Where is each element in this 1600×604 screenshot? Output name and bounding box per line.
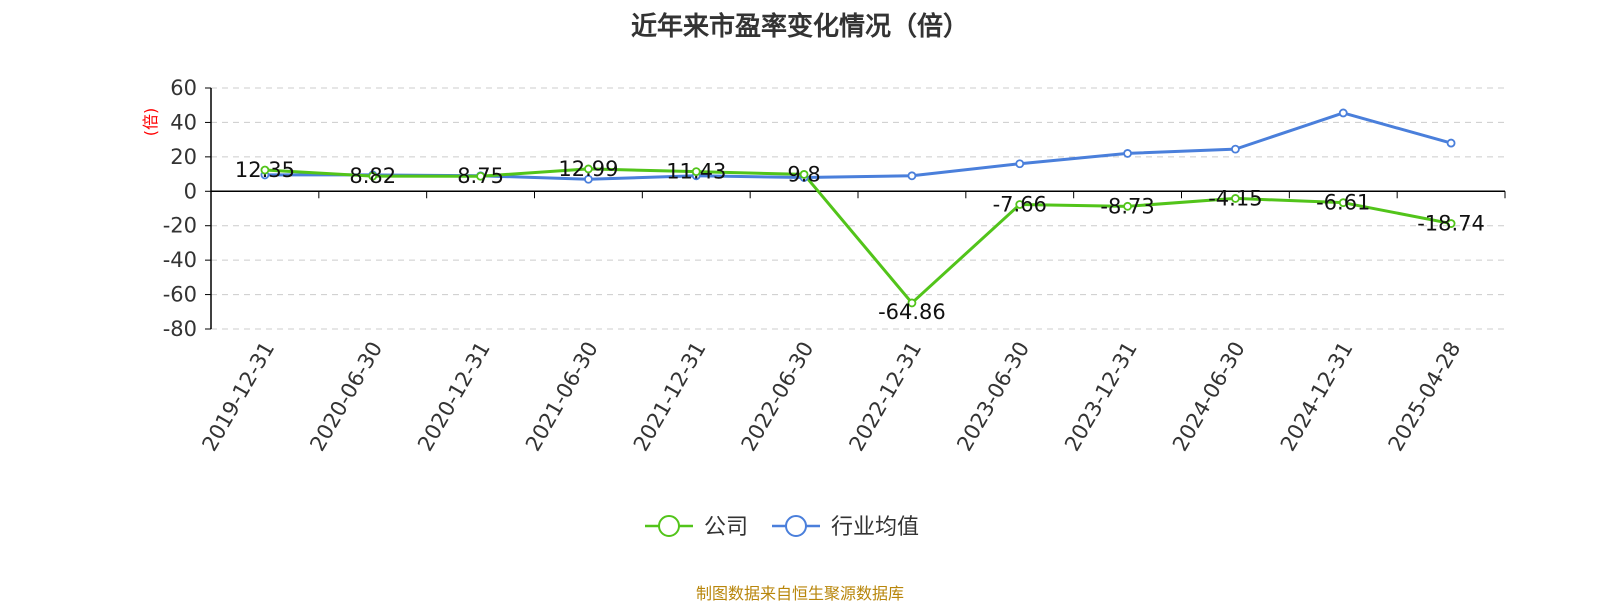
y-tick-label: -20 — [163, 214, 197, 238]
x-tick-label: 2021-12-31 — [629, 338, 711, 456]
data-label: -6.61 — [1316, 191, 1370, 215]
data-label: 8.75 — [457, 164, 504, 188]
x-tick-label: 2023-06-30 — [952, 338, 1034, 456]
data-point-company[interactable] — [1338, 198, 1348, 208]
x-tick-label: 2021-06-30 — [521, 338, 603, 456]
x-tick-label: 2023-12-31 — [1060, 338, 1142, 456]
data-point-industry-average[interactable] — [1123, 149, 1132, 158]
legend-industry-marker-icon — [785, 515, 807, 537]
legend-item-industry-average[interactable]: 行业均值 — [772, 515, 919, 540]
y-tick-label: 20 — [170, 145, 197, 169]
data-label: -18.74 — [1417, 212, 1485, 236]
legend-item-company[interactable]: 公司 — [645, 515, 748, 540]
data-point-company[interactable] — [260, 165, 270, 175]
y-tick-label: -40 — [163, 248, 197, 272]
data-point-industry-average[interactable] — [1015, 159, 1025, 169]
data-label: -7.66 — [993, 192, 1047, 216]
series-line-company — [264, 167, 1452, 305]
grid-lines — [211, 87, 1505, 330]
data-point-industry-average[interactable] — [907, 171, 917, 181]
data-point-company[interactable] — [476, 171, 485, 181]
data-point-industry-average[interactable] — [1338, 108, 1348, 118]
legend-company-marker-icon — [658, 515, 680, 537]
data-point-company[interactable] — [1015, 200, 1025, 209]
data-label: -8.73 — [1100, 194, 1154, 218]
data-point-company[interactable] — [1446, 219, 1456, 228]
data-point-company[interactable] — [799, 170, 809, 179]
legend-company-label: 公司 — [704, 515, 748, 540]
x-tick-label: 2024-06-30 — [1168, 338, 1250, 456]
data-label: 8.82 — [349, 164, 396, 188]
data-point-company[interactable] — [368, 171, 378, 181]
data-point-company[interactable] — [907, 298, 917, 308]
axes — [205, 87, 1506, 330]
data-point-company[interactable] — [584, 164, 593, 174]
legend-industry-label: 行业均值 — [831, 515, 919, 540]
y-tick-label: 60 — [170, 76, 197, 100]
data-point-company[interactable] — [1123, 201, 1132, 211]
y-tick-label: -80 — [163, 317, 197, 341]
data-label: 12.35 — [235, 158, 295, 182]
y-axis-tick-labels: 60 40 20 0 -20 -40 -60 -80 — [163, 76, 197, 341]
data-point-industry-average[interactable] — [1446, 138, 1456, 148]
y-axis-label: (倍) — [141, 108, 160, 137]
data-label: -64.86 — [878, 300, 946, 324]
x-tick-label: 2020-12-31 — [413, 338, 495, 456]
data-point-industry-average[interactable] — [1231, 144, 1240, 154]
x-tick-label: 2024-12-31 — [1276, 338, 1358, 456]
data-label: -4.15 — [1208, 186, 1262, 210]
legend[interactable]: 公司 行业均值 — [645, 515, 919, 540]
y-tick-label: 40 — [170, 110, 197, 134]
x-tick-label: 2025-04-28 — [1384, 338, 1466, 456]
x-axis-tick-labels: 2019-12-31 2020-06-30 2020-12-31 2021-06-30… — [197, 338, 1465, 456]
data-point-company[interactable] — [1231, 194, 1240, 203]
data-point-industry-average[interactable] — [584, 174, 593, 184]
data-label: 11.43 — [666, 160, 726, 184]
x-tick-label: 2019-12-31 — [197, 338, 279, 456]
chart-title: 近年来市盈率变化情况（倍） — [630, 12, 969, 42]
data-labels: 12.35 8.82 8.75 12.99 11.43 9.8 -64.86 -7.66 -8.… — [235, 157, 1485, 324]
data-point-company[interactable] — [691, 167, 701, 177]
x-tick-label: 2022-12-31 — [844, 338, 926, 456]
y-tick-label: 0 — [184, 179, 197, 203]
data-label: 9.8 — [787, 162, 820, 186]
data-source-note: 制图数据来自恒生聚源数据库 — [695, 584, 904, 603]
x-tick-label: 2020-06-30 — [305, 338, 387, 456]
data-label: 12.99 — [558, 157, 618, 181]
series-lines — [260, 108, 1456, 308]
x-tick-label: 2022-06-30 — [737, 338, 819, 456]
y-tick-label: -60 — [163, 283, 197, 307]
